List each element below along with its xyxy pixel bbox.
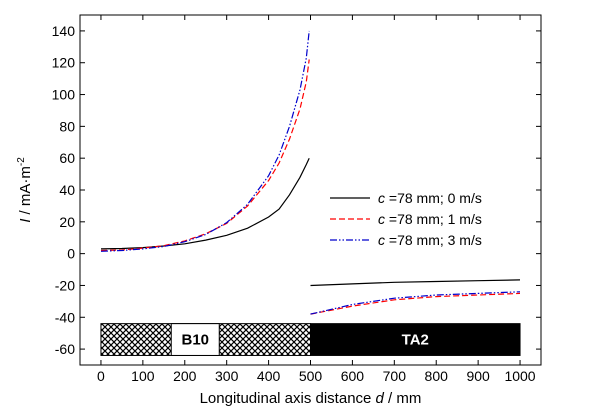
- y-axis-label: I / mA·m-2: [16, 157, 34, 223]
- x-tick-label: 400: [257, 368, 281, 384]
- data-series: [100, 30, 521, 315]
- region-label-ta2: TA2: [402, 332, 429, 349]
- x-tick-label: 300: [215, 368, 239, 384]
- region-label-b10: B10: [181, 332, 209, 349]
- series-1: [100, 59, 521, 315]
- series-1-line-ta2: [310, 292, 521, 315]
- legend-label: c =78 mm; 1 m/s: [378, 211, 482, 227]
- series-2-line-ta2: [310, 291, 521, 315]
- x-tick-label: 900: [466, 368, 490, 384]
- y-tick-label: 40: [59, 182, 75, 198]
- y-tick-label: 140: [52, 23, 76, 39]
- region-bar-ta2: [310, 323, 521, 356]
- series-0-line-ta2: [310, 279, 521, 287]
- x-tick-label: 500: [299, 368, 323, 384]
- y-tick-label: 0: [67, 246, 75, 262]
- region-label-box: [170, 323, 220, 356]
- x-tick-label: 200: [173, 368, 197, 384]
- y-tick-label: -60: [55, 341, 75, 357]
- x-tick-label: 100: [131, 368, 155, 384]
- y-tick-label: 80: [59, 118, 75, 134]
- x-axis-label: Longitudinal axis distance d / mm: [200, 390, 422, 407]
- y-tick-label: 100: [52, 87, 76, 103]
- legend-item-0: c =78 mm; 0 m/s: [330, 190, 482, 206]
- legend-label: c =78 mm; 3 m/s: [378, 232, 482, 248]
- x-tick-label: 1000: [504, 368, 535, 384]
- x-tick-label: 0: [97, 368, 105, 384]
- x-tick-label: 600: [341, 368, 365, 384]
- x-tick-label: 800: [425, 368, 449, 384]
- y-tick-label: 60: [59, 150, 75, 166]
- legend-item-1: c =78 mm; 1 m/s: [330, 211, 482, 227]
- series-1-line-b10: [100, 59, 310, 252]
- axis-ticks: 0 100 200 300 400 500 600 700 800 900 1000-60-40-2…: [52, 15, 541, 384]
- legend: c =78 mm; 0 m/s c =78 mm; 1 m/s c =78 mm; …: [330, 190, 482, 248]
- region-ta2: TA2: [310, 323, 521, 356]
- region-b10: B10: [100, 323, 311, 356]
- legend-label: c =78 mm; 0 m/s: [378, 190, 482, 206]
- material-regions: B10 TA2: [100, 323, 521, 356]
- y-tick-label: 20: [59, 214, 75, 230]
- y-tick-label: -20: [55, 277, 75, 293]
- y-tick-label: 120: [52, 55, 76, 71]
- series-2: [100, 30, 521, 315]
- x-tick-label: 700: [383, 368, 407, 384]
- legend-item-2: c =78 mm; 3 m/s: [330, 232, 482, 248]
- series-2-line-b10: [100, 30, 310, 252]
- y-tick-label: -40: [55, 309, 75, 325]
